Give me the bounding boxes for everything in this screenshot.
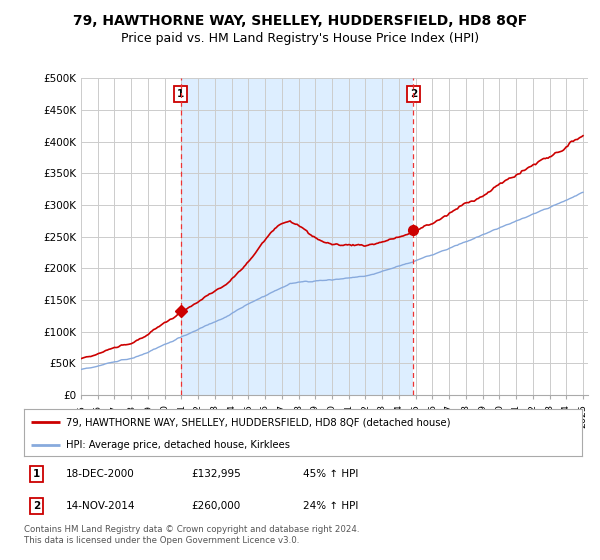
Text: Price paid vs. HM Land Registry's House Price Index (HPI): Price paid vs. HM Land Registry's House … (121, 32, 479, 45)
Text: 1: 1 (32, 469, 40, 479)
Text: 18-DEC-2000: 18-DEC-2000 (66, 469, 134, 479)
Text: 2: 2 (410, 89, 417, 99)
Bar (181, 78, 413, 395)
Text: Contains HM Land Registry data © Crown copyright and database right 2024.
This d: Contains HM Land Registry data © Crown c… (24, 525, 359, 545)
Text: 14-NOV-2014: 14-NOV-2014 (66, 501, 136, 511)
Text: 2: 2 (32, 501, 40, 511)
Text: HPI: Average price, detached house, Kirklees: HPI: Average price, detached house, Kirk… (66, 440, 290, 450)
Text: 24% ↑ HPI: 24% ↑ HPI (303, 501, 358, 511)
Text: £132,995: £132,995 (191, 469, 241, 479)
Text: 79, HAWTHORNE WAY, SHELLEY, HUDDERSFIELD, HD8 8QF: 79, HAWTHORNE WAY, SHELLEY, HUDDERSFIELD… (73, 14, 527, 28)
Text: £260,000: £260,000 (191, 501, 241, 511)
Text: 79, HAWTHORNE WAY, SHELLEY, HUDDERSFIELD, HD8 8QF (detached house): 79, HAWTHORNE WAY, SHELLEY, HUDDERSFIELD… (66, 417, 451, 427)
Text: 45% ↑ HPI: 45% ↑ HPI (303, 469, 358, 479)
Text: 1: 1 (177, 89, 184, 99)
